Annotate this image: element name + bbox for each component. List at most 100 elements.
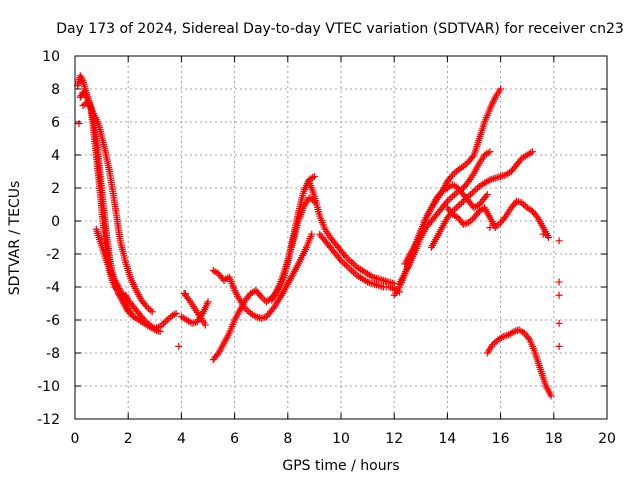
x-tick-label: 8 — [283, 431, 292, 447]
data-point — [163, 316, 171, 324]
data-point — [533, 212, 541, 220]
data-point — [454, 202, 462, 210]
data-point — [115, 285, 123, 293]
data-point — [310, 172, 318, 180]
y-tick-label: 10 — [42, 49, 60, 65]
data-point — [256, 291, 264, 299]
data-point — [555, 278, 563, 286]
data-point — [341, 260, 349, 268]
y-tick-label: 0 — [51, 214, 60, 230]
axis-ticks — [74, 55, 608, 420]
data-point — [339, 258, 347, 266]
data-point — [470, 187, 478, 195]
grid — [75, 56, 607, 419]
data-point — [148, 308, 156, 316]
x-tick-label: 20 — [598, 431, 616, 447]
data-point — [344, 263, 352, 271]
y-axis-label: SDTVAR / TECUs — [7, 181, 23, 296]
data-point — [525, 334, 533, 342]
data-point — [468, 215, 476, 223]
data-point — [458, 199, 466, 207]
data-point — [341, 252, 349, 260]
data-point — [450, 191, 458, 199]
data-point — [128, 311, 136, 319]
data-point — [450, 169, 458, 177]
y-tick-labels: 10 8 6 4 2 0 -2 -4 -6 -8 -10 -12 — [37, 49, 60, 428]
data-point — [201, 321, 209, 329]
data-point — [342, 262, 350, 270]
y-tick-label: 4 — [51, 148, 60, 164]
y-tick-label: -10 — [37, 379, 60, 395]
data-point — [518, 199, 526, 207]
data-point — [83, 95, 91, 103]
data-point — [529, 148, 537, 156]
x-tick-label: 18 — [545, 431, 563, 447]
data-points — [74, 72, 563, 400]
data-point — [463, 179, 471, 187]
data-point — [490, 339, 498, 347]
data-point — [463, 159, 471, 167]
y-tick-label: -8 — [46, 346, 60, 362]
data-point — [445, 196, 453, 204]
data-point — [483, 191, 491, 199]
x-tick-label: 12 — [385, 431, 403, 447]
x-tick-labels: 0 2 4 6 8 10 12 14 16 18 20 — [71, 431, 616, 447]
chart-title: Day 173 of 2024, Sidereal Day-to-day VTE… — [56, 21, 624, 37]
data-point — [501, 214, 509, 222]
data-point — [181, 290, 189, 298]
data-point — [452, 204, 460, 212]
data-point — [78, 75, 86, 83]
data-point — [146, 306, 154, 314]
y-tick-label: 8 — [51, 82, 60, 98]
data-point — [75, 120, 83, 128]
data-point — [213, 351, 221, 359]
x-tick-label: 4 — [177, 431, 186, 447]
data-point — [348, 258, 356, 266]
data-point — [465, 219, 473, 227]
data-point — [547, 392, 555, 400]
x-tick-label: 0 — [71, 431, 80, 447]
y-tick-label: -4 — [46, 280, 60, 296]
data-point — [269, 304, 277, 312]
data-point — [544, 234, 552, 241]
data-point — [172, 309, 180, 317]
data-point — [204, 298, 212, 306]
data-point — [346, 265, 354, 273]
x-tick-label: 2 — [124, 431, 133, 447]
data-point — [447, 172, 455, 180]
data-point — [555, 319, 563, 327]
x-tick-label: 6 — [230, 431, 239, 447]
data-point — [555, 237, 563, 245]
data-point — [466, 191, 474, 199]
data-point — [349, 268, 357, 276]
data-point — [130, 313, 138, 321]
x-tick-label: 16 — [492, 431, 510, 447]
data-point — [447, 194, 455, 202]
data-point — [145, 304, 153, 312]
data-point — [449, 192, 457, 200]
y-tick-label: 2 — [51, 181, 60, 197]
y-tick-label: -12 — [37, 412, 60, 428]
data-point — [555, 342, 563, 350]
data-point — [308, 230, 316, 238]
data-point — [336, 255, 344, 263]
data-point — [482, 192, 490, 200]
data-point — [160, 319, 168, 327]
data-point — [346, 257, 354, 265]
data-point — [495, 220, 503, 228]
data-point — [486, 148, 494, 156]
data-point — [349, 260, 357, 268]
data-point — [442, 199, 450, 207]
data-point — [472, 186, 480, 194]
data-point — [486, 224, 494, 232]
data-point — [469, 153, 477, 161]
x-tick-label: 14 — [438, 431, 456, 447]
data-point — [141, 301, 149, 309]
data-point — [156, 328, 164, 336]
data-point — [184, 295, 192, 303]
data-point — [456, 201, 464, 208]
y-tick-label: 6 — [51, 115, 60, 131]
x-tick-label: 10 — [332, 431, 350, 447]
data-point — [539, 230, 547, 238]
